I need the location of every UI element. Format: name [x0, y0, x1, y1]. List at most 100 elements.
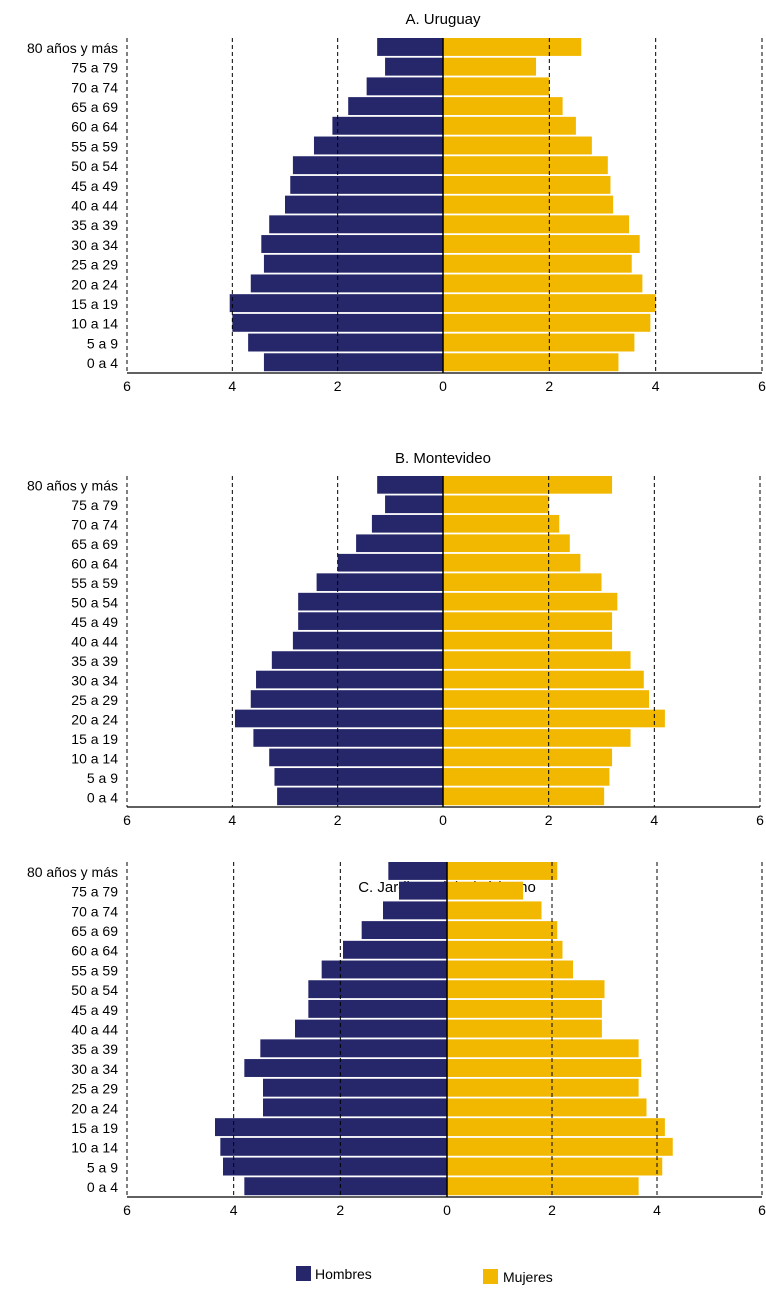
- x-tick-label: 4: [650, 812, 658, 828]
- bar-mujeres: [447, 999, 602, 1018]
- bar-hombres: [250, 690, 443, 708]
- age-group-label: 15 a 19: [71, 1120, 118, 1136]
- bar-mujeres: [443, 670, 644, 689]
- bar-hombres: [292, 156, 443, 175]
- bar-hombres: [295, 1019, 447, 1038]
- age-group-label: 5 a 9: [87, 770, 118, 786]
- bar-mujeres: [443, 631, 613, 650]
- age-group-label: 35 a 39: [71, 217, 118, 233]
- bar-hombres: [383, 901, 447, 920]
- bar-mujeres: [443, 768, 610, 786]
- bar-hombres: [274, 768, 443, 786]
- bar-hombres: [343, 940, 447, 959]
- pyramid-panel-2: B. Montevideo 80 años y más 75 a 79 70 a 74…: [27, 450, 764, 828]
- bar-mujeres: [443, 729, 631, 747]
- bar-hombres: [332, 116, 443, 135]
- age-group-label: 10 a 14: [71, 316, 118, 332]
- age-group-label: 40 a 44: [71, 634, 118, 650]
- bar-mujeres: [443, 195, 614, 214]
- chart-title: B. Montevideo: [395, 450, 491, 467]
- x-tick-label: 2: [336, 1202, 344, 1218]
- age-group-label: 10 a 14: [71, 750, 118, 766]
- x-tick-label: 4: [228, 378, 236, 394]
- bar-mujeres: [447, 1059, 642, 1077]
- bar-mujeres: [447, 1118, 665, 1137]
- x-tick-label: 6: [123, 1202, 131, 1218]
- age-group-label: 0 a 4: [87, 355, 118, 371]
- bar-hombres: [285, 195, 443, 214]
- bar-hombres: [215, 1118, 447, 1137]
- bar-mujeres: [443, 254, 632, 273]
- bar-mujeres: [447, 1137, 673, 1156]
- age-group-label: 55 a 59: [71, 962, 118, 978]
- bar-mujeres: [443, 294, 656, 313]
- bar-hombres: [261, 235, 443, 253]
- bar-hombres: [260, 1039, 447, 1058]
- bar-hombres: [223, 1157, 447, 1176]
- age-group-label: 20 a 24: [71, 711, 118, 727]
- bar-hombres: [298, 612, 443, 630]
- age-group-label: 10 a 14: [71, 1140, 118, 1156]
- bar-mujeres: [443, 787, 605, 806]
- bar-mujeres: [443, 136, 592, 155]
- bar-hombres: [316, 573, 443, 592]
- x-tick-label: 2: [334, 378, 342, 394]
- age-group-label: 25 a 29: [71, 257, 118, 273]
- bar-hombres: [308, 980, 447, 999]
- bar-hombres: [366, 77, 443, 96]
- bar-mujeres: [443, 274, 643, 293]
- x-tick-label: 6: [758, 378, 766, 394]
- age-group-label: 15 a 19: [71, 731, 118, 747]
- legend: Hombres Mujeres: [296, 1266, 553, 1285]
- age-group-label: 65 a 69: [71, 99, 118, 115]
- age-group-label: 55 a 59: [71, 138, 118, 154]
- bar-hombres: [290, 175, 443, 194]
- pyramid-panel-3: C. Jardines del Hipódromo80 años y más75…: [27, 862, 766, 1218]
- age-group-label: 25 a 29: [71, 692, 118, 708]
- bar-mujeres: [443, 175, 611, 194]
- bar-mujeres: [443, 495, 549, 514]
- x-tick-label: 0: [439, 812, 447, 828]
- bar-mujeres: [443, 353, 619, 372]
- age-group-label: 80 años y más: [27, 40, 118, 56]
- age-group-label: 30 a 34: [71, 672, 118, 688]
- bar-mujeres: [447, 1078, 639, 1097]
- bar-hombres: [269, 748, 443, 767]
- bar-hombres: [313, 136, 443, 155]
- age-group-label: 35 a 39: [71, 653, 118, 669]
- bar-mujeres: [443, 77, 550, 96]
- age-group-label: 80 años y más: [27, 864, 118, 880]
- age-group-label: 65 a 69: [71, 536, 118, 552]
- legend-swatch-hombres: [296, 1266, 311, 1281]
- bar-hombres: [271, 651, 443, 669]
- bar-hombres: [263, 254, 443, 273]
- bar-hombres: [292, 631, 443, 650]
- age-group-label: 55 a 59: [71, 575, 118, 591]
- bar-hombres: [356, 534, 443, 553]
- bar-hombres: [377, 476, 443, 494]
- x-tick-label: 4: [230, 1202, 238, 1218]
- bar-mujeres: [447, 1019, 602, 1038]
- bar-mujeres: [443, 476, 613, 494]
- bar-mujeres: [443, 709, 665, 728]
- age-group-label: 65 a 69: [71, 923, 118, 939]
- bar-hombres: [377, 38, 443, 56]
- age-group-label: 60 a 64: [71, 119, 118, 135]
- bar-hombres: [232, 313, 443, 332]
- bar-mujeres: [443, 651, 631, 669]
- age-group-label: 80 años y más: [27, 478, 118, 494]
- age-group-label: 30 a 34: [71, 1061, 118, 1077]
- bar-mujeres: [443, 592, 618, 611]
- x-tick-label: 2: [334, 812, 342, 828]
- bar-hombres: [348, 97, 443, 116]
- bar-mujeres: [443, 534, 570, 553]
- legend-label-mujeres: Mujeres: [503, 1269, 553, 1285]
- bar-hombres: [234, 709, 443, 728]
- age-group-label: 40 a 44: [71, 1022, 118, 1038]
- legend-label-hombres: Hombres: [315, 1266, 372, 1282]
- age-group-label: 70 a 74: [71, 903, 118, 919]
- x-tick-label: 2: [545, 812, 553, 828]
- bar-hombres: [388, 862, 447, 880]
- bar-mujeres: [447, 940, 563, 959]
- bar-mujeres: [443, 116, 576, 135]
